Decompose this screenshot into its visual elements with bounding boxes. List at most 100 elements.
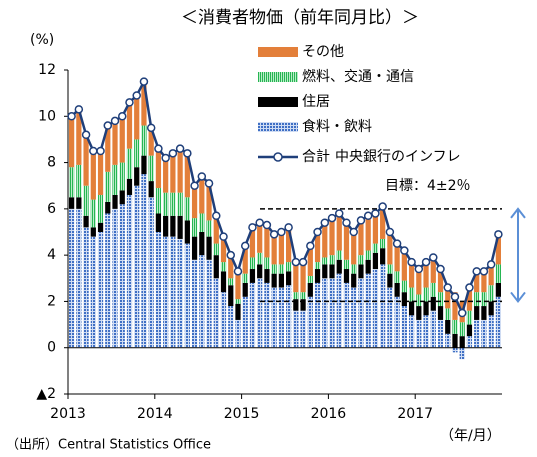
bar — [228, 255, 234, 279]
bar — [141, 81, 147, 126]
bar — [228, 278, 234, 286]
bar — [155, 148, 162, 189]
total-marker — [356, 216, 366, 225]
bar — [126, 102, 133, 149]
annotation: 目標：4±2％ — [385, 178, 471, 194]
total-marker — [385, 227, 395, 237]
bar — [286, 285, 292, 348]
x-tick-label: 2015 — [224, 406, 260, 422]
bar — [249, 282, 256, 348]
bar — [488, 315, 494, 348]
bar — [191, 259, 198, 348]
total-marker — [233, 267, 243, 276]
bar — [351, 264, 357, 274]
bar — [343, 269, 350, 283]
bar — [416, 306, 422, 320]
bar — [343, 282, 350, 348]
total-marker — [89, 146, 98, 156]
arrow-head — [510, 207, 526, 219]
y-tick-label: 0 — [47, 340, 56, 356]
legend-swatch — [258, 47, 298, 57]
bar — [271, 287, 277, 348]
total-marker — [67, 112, 76, 121]
bar — [416, 319, 422, 348]
bar — [271, 273, 277, 288]
bar — [314, 282, 321, 348]
bar — [163, 157, 169, 193]
bar — [394, 271, 400, 283]
bar — [264, 269, 270, 283]
bar — [170, 236, 176, 348]
bar — [452, 333, 458, 348]
total-marker — [262, 220, 272, 230]
bar — [155, 232, 162, 348]
bar — [220, 292, 227, 348]
bar — [206, 259, 212, 348]
y-tick-label: ▲2 — [36, 386, 56, 402]
total-marker — [125, 98, 134, 107]
bar — [401, 280, 407, 293]
total-marker — [154, 144, 163, 153]
total-marker — [342, 218, 351, 227]
total-marker — [269, 230, 279, 239]
bar — [170, 215, 176, 237]
bar — [307, 296, 313, 348]
total-marker — [443, 283, 452, 292]
bar — [228, 285, 234, 307]
bar — [401, 292, 407, 307]
bar — [213, 215, 219, 244]
bar — [264, 257, 270, 270]
bar — [452, 319, 458, 334]
bar — [177, 238, 183, 348]
bar — [271, 264, 277, 274]
total-marker — [197, 172, 207, 181]
bar — [481, 319, 487, 348]
bar — [495, 234, 501, 265]
bar — [314, 262, 321, 270]
total-marker — [494, 230, 503, 239]
x-tick-label: 2016 — [311, 406, 347, 422]
bar — [372, 243, 379, 253]
bar — [105, 171, 111, 202]
bar — [488, 301, 494, 316]
total-marker — [103, 121, 113, 130]
bar — [105, 201, 111, 214]
bar — [365, 215, 371, 251]
bar — [495, 296, 501, 348]
bar — [220, 236, 227, 263]
total-marker — [291, 257, 301, 267]
arrow-head — [510, 291, 526, 304]
total-marker — [306, 241, 315, 251]
bar — [423, 315, 429, 348]
bar — [278, 264, 284, 274]
bar — [474, 306, 480, 320]
total-marker — [118, 112, 127, 121]
x-tick-label: 2013 — [50, 406, 86, 422]
legend-label: 燃料、交通・通信 — [302, 68, 414, 85]
bar — [322, 222, 328, 258]
bar — [387, 273, 393, 288]
bar — [257, 278, 263, 348]
bar — [191, 185, 198, 219]
bar — [83, 227, 89, 348]
bar — [90, 199, 96, 228]
bar — [430, 310, 436, 348]
total-marker — [465, 283, 474, 292]
bar — [358, 220, 364, 256]
bar — [199, 176, 205, 214]
total-marker — [204, 179, 214, 188]
bar — [148, 155, 154, 182]
total-marker — [219, 232, 228, 241]
bar — [235, 271, 241, 300]
total-marker — [240, 241, 250, 251]
y-tick-label: 10 — [38, 108, 56, 124]
bar — [466, 310, 473, 325]
bar — [278, 273, 284, 288]
total-marker — [226, 250, 235, 260]
bar — [235, 299, 241, 304]
bar — [329, 255, 335, 265]
bar — [184, 197, 190, 221]
bar — [351, 287, 357, 348]
bar — [314, 232, 321, 263]
bar — [466, 324, 473, 337]
